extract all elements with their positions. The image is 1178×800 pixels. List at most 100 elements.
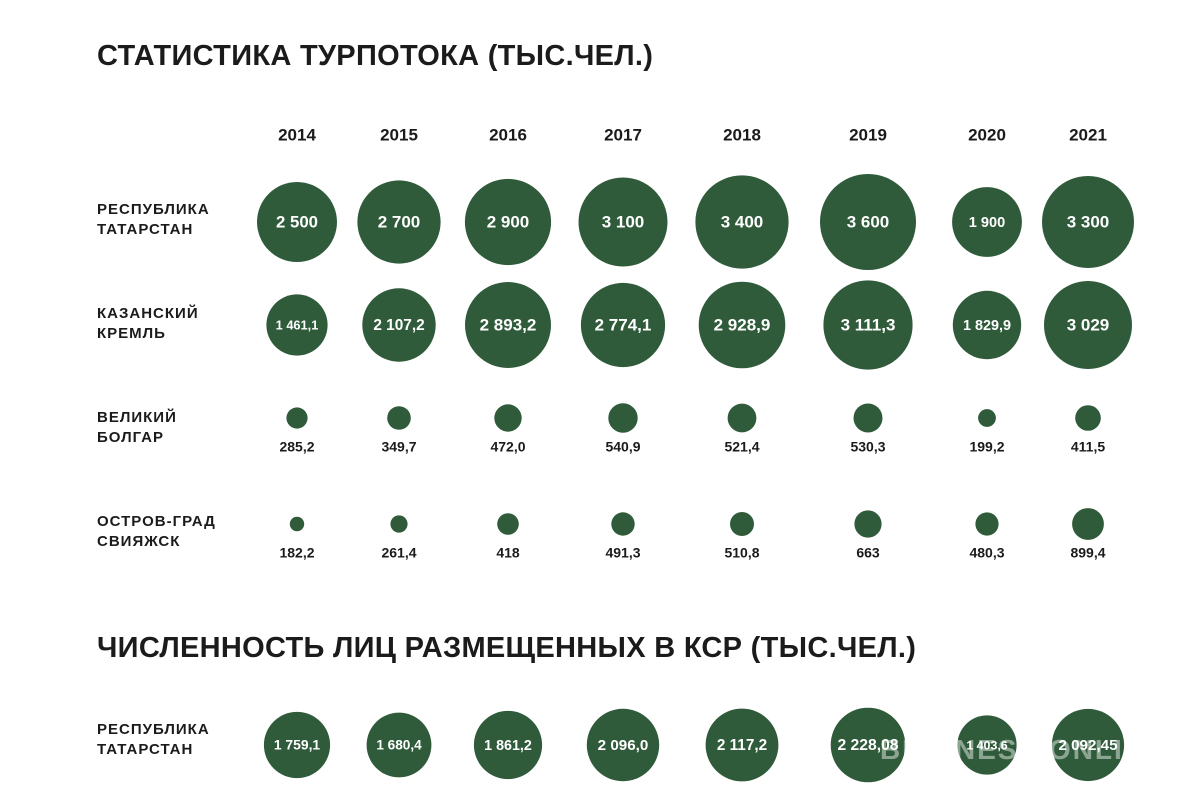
- bubble-value-label: 349,7: [381, 439, 416, 455]
- bubble: [695, 175, 789, 269]
- bubble-value-label: 2 500: [276, 212, 318, 231]
- bubble: [1075, 405, 1101, 431]
- bubble-value-label: 2 096,0: [598, 737, 649, 754]
- bubble-value-label: 540,9: [605, 439, 640, 455]
- chart-title-accommodated: ЧИСЛЕННОСТЬ ЛИЦ РАЗМЕЩЕННЫХ В КСР (ТЫС.Ч…: [97, 632, 917, 664]
- bubble-value-label: 2 092,45: [1058, 737, 1118, 754]
- bubble-value-label: 510,8: [724, 545, 759, 561]
- bubble-value-label: 3 400: [721, 212, 764, 231]
- bubble: [1051, 708, 1125, 782]
- bubble: [698, 281, 786, 369]
- bubble: [357, 180, 441, 264]
- bubble: [1044, 281, 1132, 369]
- bubble-value-label: 1 900: [969, 215, 1006, 231]
- row-label-line: КРЕМЛЬ: [97, 325, 166, 342]
- watermark: BUSINESS ONLINE: [880, 734, 1167, 765]
- bubble-value-label: 3 100: [602, 212, 645, 231]
- bubble: [387, 406, 411, 430]
- bubble: [952, 290, 1022, 360]
- bubble-value-label: 2 893,2: [480, 315, 537, 334]
- bubble: [494, 404, 522, 432]
- bubble: [730, 512, 754, 536]
- row-label-line: КАЗАНСКИЙ: [97, 305, 199, 322]
- bubble: [611, 512, 635, 536]
- bubble-value-label: 411,5: [1071, 439, 1105, 455]
- bubble-value-label: 2 700: [378, 212, 421, 231]
- year-tick-label: 2020: [968, 125, 1006, 144]
- bubble-value-label: 530,3: [850, 439, 885, 455]
- bubble-value-label: 472,0: [490, 439, 525, 455]
- bubble: [608, 403, 638, 433]
- row-label-line: РЕСПУБЛИКА: [97, 721, 210, 738]
- bubble: [820, 174, 916, 270]
- bubble-value-label: 491,3: [605, 545, 640, 561]
- bubble: [289, 516, 305, 532]
- row-label-kazan-kremlin: КАЗАНСКИЙ КРЕМЛЬ: [97, 304, 199, 344]
- bubble-value-label: 2 107,2: [373, 317, 424, 334]
- bubble: [823, 280, 913, 370]
- row-label-line: ОСТРОВ-ГРАД: [97, 513, 216, 530]
- bubble: [580, 282, 666, 368]
- year-tick-label: 2016: [489, 125, 527, 144]
- chart-title-tourist-flow: СТАТИСТИКА ТУРПОТОКА (ТЫС.ЧЕЛ.): [97, 40, 654, 72]
- bubble: [263, 711, 331, 779]
- bubble-value-label: 2 117,2: [717, 737, 767, 754]
- bubble: [957, 715, 1017, 775]
- bubble-value-label: 663: [856, 545, 880, 561]
- bubble-value-label: 1 759,1: [274, 737, 321, 753]
- bubble-value-label: 261,4: [381, 545, 416, 561]
- bubble: [257, 182, 337, 262]
- bubble: [727, 403, 757, 433]
- bubble: [705, 708, 779, 782]
- bubble: [978, 409, 996, 427]
- bubble-value-label: 199,2: [969, 439, 1004, 455]
- bubble-value-label: 2 928,9: [714, 315, 771, 334]
- bubble: [975, 512, 999, 536]
- bubble: [286, 407, 308, 429]
- year-tick-label: 2018: [723, 125, 761, 144]
- bubble: [1042, 176, 1134, 268]
- year-tick-label: 2014: [278, 125, 316, 144]
- bubble: [854, 510, 882, 538]
- row-label-tatarstan-accommodated: РЕСПУБЛИКА ТАТАРСТАН: [97, 720, 210, 760]
- bubble-value-label: 1 829,9: [963, 318, 1011, 334]
- bubble-value-label: 2 900: [487, 212, 530, 231]
- bubble: [578, 177, 668, 267]
- bubble-value-label: 1 680,4: [376, 738, 422, 753]
- row-label-line: РЕСПУБЛИКА: [97, 201, 210, 218]
- row-label-sviyazhsk: ОСТРОВ-ГРАД СВИЯЖСК: [97, 512, 216, 552]
- bubble-value-label: 899,4: [1070, 545, 1105, 561]
- bubble: [473, 710, 543, 780]
- bubble: [497, 513, 519, 535]
- bubble-value-label: 1 861,2: [484, 738, 532, 754]
- bubble: [464, 178, 552, 266]
- row-label-line: БОЛГАР: [97, 429, 164, 446]
- bubble-value-label: 3 300: [1067, 212, 1110, 231]
- bubble: [1072, 508, 1104, 540]
- bubble: [266, 294, 328, 356]
- bubble-value-label: 3 111,3: [841, 315, 896, 334]
- row-label-tatarstan-flow: РЕСПУБЛИКА ТАТАРСТАН: [97, 200, 210, 240]
- bubble-value-label: 182,2: [279, 545, 314, 561]
- year-tick-label: 2019: [849, 125, 887, 144]
- bubble-value-label: 3 600: [847, 212, 890, 231]
- bubble-value-label: 521,4: [724, 439, 759, 455]
- bubble-value-label: 285,2: [279, 439, 314, 455]
- bubble-value-label: 2 228,08: [837, 737, 898, 754]
- row-label-line: ТАТАРСТАН: [97, 221, 194, 238]
- bubble-value-label: 418: [496, 545, 520, 561]
- bubble: [853, 403, 883, 433]
- bubble: [952, 187, 1022, 257]
- bubble-value-label: 3 029: [1067, 315, 1110, 334]
- row-label-line: ТАТАРСТАН: [97, 741, 194, 758]
- year-tick-label: 2015: [380, 125, 418, 144]
- year-tick-label: 2017: [604, 125, 642, 144]
- row-label-line: ВЕЛИКИЙ: [97, 409, 177, 426]
- bubble: [465, 282, 551, 368]
- bubble-value-label: 480,3: [969, 545, 1004, 561]
- year-tick-label: 2021: [1069, 125, 1107, 144]
- bubble-value-label: 2 774,1: [595, 315, 652, 334]
- bubble: [362, 288, 436, 362]
- row-label-bolgar: ВЕЛИКИЙ БОЛГАР: [97, 408, 177, 448]
